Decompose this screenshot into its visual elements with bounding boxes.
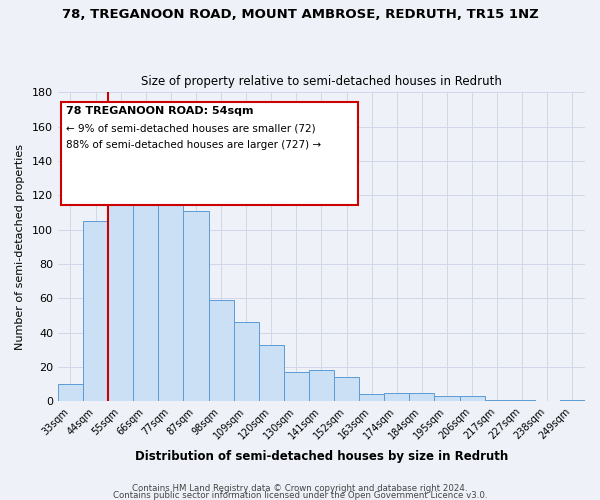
Bar <box>434 396 460 402</box>
Bar <box>384 392 409 402</box>
Text: 78, TREGANOON ROAD, MOUNT AMBROSE, REDRUTH, TR15 1NZ: 78, TREGANOON ROAD, MOUNT AMBROSE, REDRU… <box>62 8 538 20</box>
Text: ← 9% of semi-detached houses are smaller (72): ← 9% of semi-detached houses are smaller… <box>66 124 316 134</box>
Text: 88% of semi-detached houses are larger (727) →: 88% of semi-detached houses are larger (… <box>66 140 321 150</box>
Bar <box>284 372 309 402</box>
Title: Size of property relative to semi-detached houses in Redruth: Size of property relative to semi-detach… <box>141 76 502 88</box>
Bar <box>309 370 334 402</box>
Bar <box>233 322 259 402</box>
Bar <box>460 396 485 402</box>
Text: Contains public sector information licensed under the Open Government Licence v3: Contains public sector information licen… <box>113 490 487 500</box>
Bar <box>409 392 434 402</box>
Text: 78 TREGANOON ROAD: 54sqm: 78 TREGANOON ROAD: 54sqm <box>66 106 253 117</box>
Bar <box>259 344 284 402</box>
Bar <box>83 221 108 402</box>
Bar <box>133 185 158 402</box>
Bar <box>359 394 384 402</box>
Bar <box>510 400 535 402</box>
Bar <box>58 384 83 402</box>
Bar <box>158 156 184 402</box>
FancyBboxPatch shape <box>61 102 358 205</box>
Bar <box>485 400 510 402</box>
Bar <box>209 300 233 402</box>
X-axis label: Distribution of semi-detached houses by size in Redruth: Distribution of semi-detached houses by … <box>135 450 508 462</box>
Bar <box>560 400 585 402</box>
Text: Contains HM Land Registry data © Crown copyright and database right 2024.: Contains HM Land Registry data © Crown c… <box>132 484 468 493</box>
Bar <box>108 192 133 402</box>
Bar <box>334 378 359 402</box>
Y-axis label: Number of semi-detached properties: Number of semi-detached properties <box>15 144 25 350</box>
Bar <box>184 211 209 402</box>
